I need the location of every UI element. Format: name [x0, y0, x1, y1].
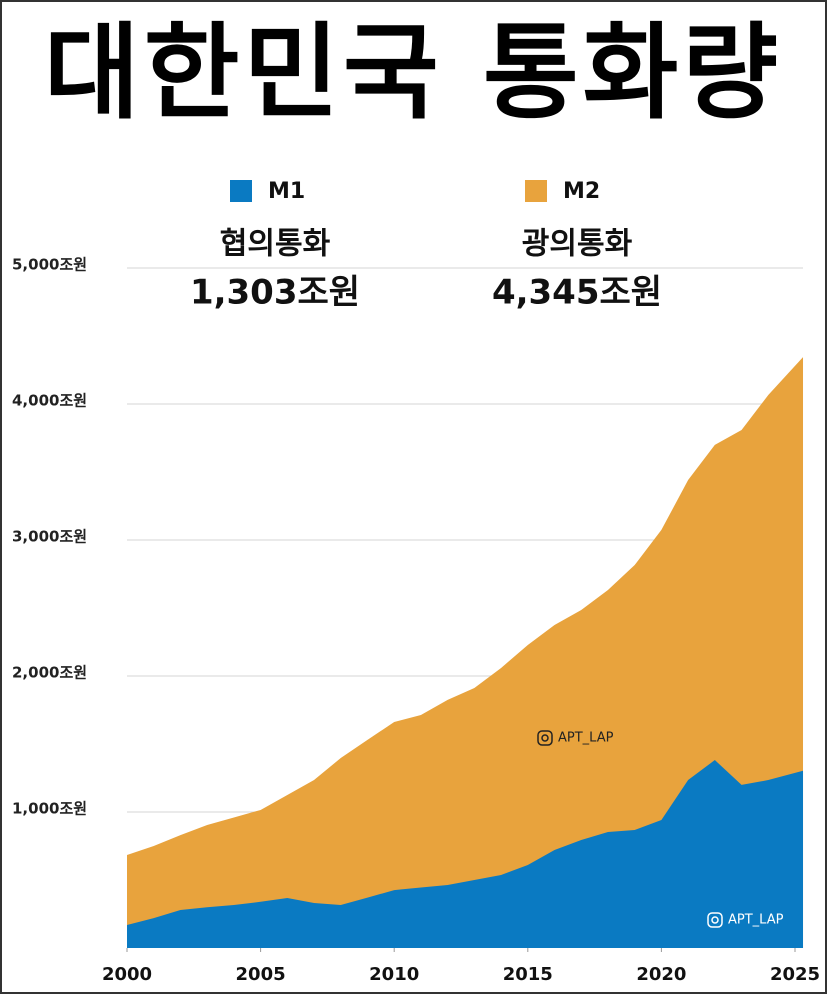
- annotation: 4,345조원: [492, 273, 662, 313]
- y-tick-label: 3,000조원: [12, 528, 87, 546]
- area: [127, 760, 804, 948]
- y-tick-label: 4,000조원: [12, 392, 87, 410]
- watermark-icon-lens: [711, 916, 719, 924]
- y-tick-label: 1,000조원: [12, 800, 87, 818]
- legend-swatch: [230, 180, 252, 202]
- y-tick-label: 5,000조원: [12, 256, 87, 274]
- watermark: APT_LAP: [558, 731, 614, 746]
- legend-swatch: [525, 180, 547, 202]
- x-tick-label: 2010: [369, 964, 419, 985]
- x-tick-label: 2020: [636, 964, 686, 985]
- y-tick-label: 2,000조원: [12, 664, 87, 682]
- annotation: 협의통화: [220, 227, 331, 262]
- x-tick-label: 2025: [770, 964, 820, 985]
- chart-title: 대한민국 통화량: [44, 11, 782, 133]
- x-tick-label: 2005: [236, 964, 286, 985]
- area: [127, 357, 804, 949]
- annotation: 광의통화: [522, 227, 633, 262]
- x-tick-label: 2015: [503, 964, 553, 985]
- watermark-icon: [707, 912, 723, 928]
- legend-label: M1: [268, 179, 305, 204]
- watermark-icon-lens: [541, 734, 549, 742]
- x-tick-label: 2000: [102, 964, 152, 985]
- watermark: APT_LAP: [728, 913, 784, 928]
- annotation: 1,303조원: [190, 273, 360, 313]
- watermark-icon: [537, 730, 553, 746]
- legend-label: M2: [563, 179, 600, 204]
